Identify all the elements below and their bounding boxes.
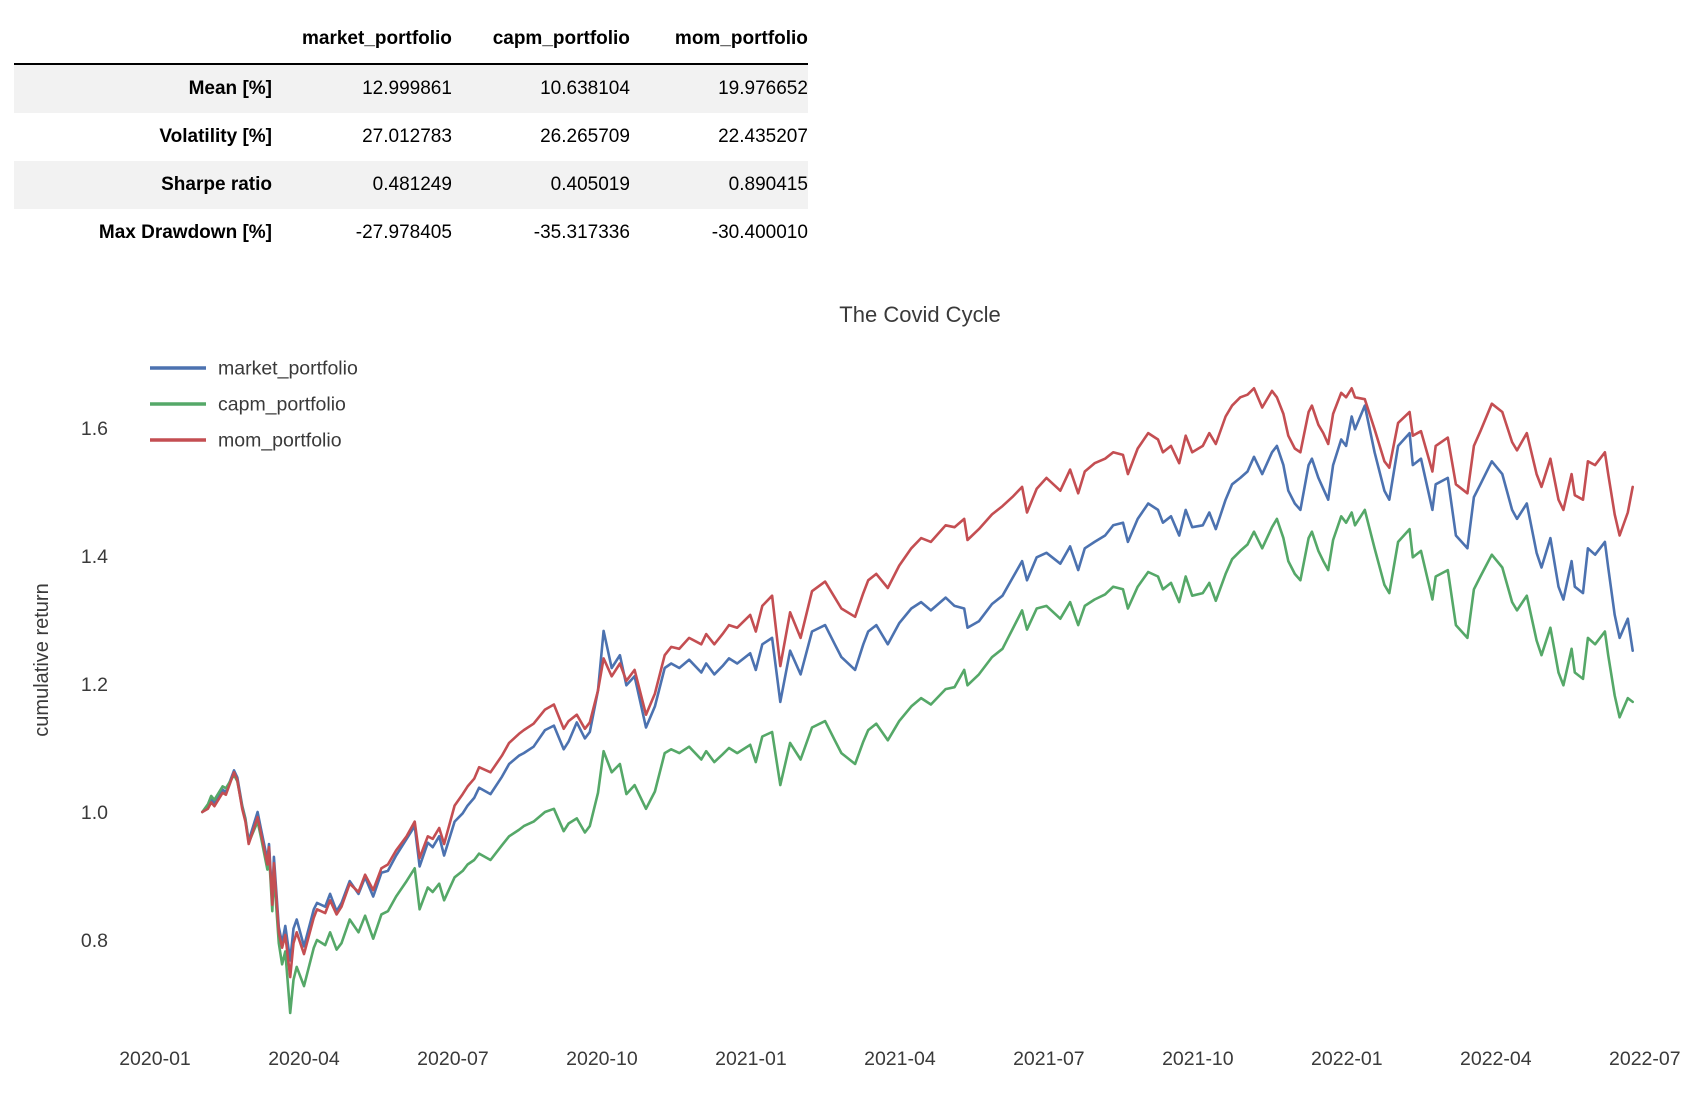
stats-table-header: market_portfolio capm_portfolio mom_portfo… bbox=[14, 16, 808, 65]
stats-row: Mean [%] 12.999861 10.638104 19.976652 bbox=[14, 64, 808, 113]
x-tick-label: 2022-07 bbox=[1609, 1048, 1681, 1070]
stats-corner-cell bbox=[14, 16, 272, 65]
y-axis-tick-labels: 1.6 1.4 1.2 1.0 0.8 bbox=[81, 418, 108, 952]
row-label: Mean [%] bbox=[188, 78, 272, 99]
stat-value: 27.012783 bbox=[362, 126, 452, 147]
x-tick-label: 2020-07 bbox=[417, 1048, 489, 1070]
stat-value: -27.978405 bbox=[355, 222, 452, 243]
stats-row: Sharpe ratio 0.481249 0.405019 0.890415 bbox=[14, 161, 808, 209]
column-header: mom_portfolio bbox=[629, 16, 808, 65]
x-tick-label: 2021-07 bbox=[1013, 1048, 1085, 1070]
x-tick-label: 2022-01 bbox=[1311, 1048, 1383, 1070]
x-tick-label: 2021-10 bbox=[1162, 1048, 1234, 1070]
y-tick-label: 1.2 bbox=[81, 674, 108, 696]
x-tick-label: 2020-01 bbox=[119, 1048, 191, 1070]
column-header: market_portfolio bbox=[272, 16, 452, 65]
x-tick-label: 2020-04 bbox=[268, 1048, 340, 1070]
stat-value: 10.638104 bbox=[540, 78, 630, 99]
series-line-mom_portfolio bbox=[201, 386, 1634, 979]
y-tick-label: 1.4 bbox=[81, 546, 108, 568]
stat-value: -35.317336 bbox=[533, 222, 630, 243]
stats-table-body: Mean [%] 12.999861 10.638104 19.976652 Volat… bbox=[14, 64, 808, 257]
column-header: capm_portfolio bbox=[451, 16, 630, 65]
x-tick-label: 2022-04 bbox=[1460, 1048, 1532, 1070]
legend-label-market_portfolio: market_portfolio bbox=[218, 358, 358, 380]
x-tick-label: 2021-01 bbox=[715, 1048, 787, 1070]
stat-value: 0.890415 bbox=[728, 174, 808, 195]
chart-title: The Covid Cycle bbox=[839, 302, 1000, 327]
stat-value: 0.405019 bbox=[550, 174, 630, 195]
x-tick-label: 2020-10 bbox=[566, 1048, 638, 1070]
series-lines bbox=[201, 386, 1634, 1015]
row-label: Max Drawdown [%] bbox=[98, 222, 272, 243]
chart-legend: market_portfolio capm_portfolio mom_portfo… bbox=[150, 358, 358, 452]
y-axis-label: cumulative return bbox=[31, 583, 53, 736]
stats-row: Volatility [%] 27.012783 26.265709 22.43520… bbox=[14, 113, 808, 161]
stat-value: 22.435207 bbox=[718, 126, 808, 147]
row-label: Volatility [%] bbox=[159, 126, 272, 147]
legend-label-capm_portfolio: capm_portfolio bbox=[218, 394, 346, 416]
y-tick-label: 1.0 bbox=[81, 802, 108, 824]
portfolio-stats-table: market_portfolio capm_portfolio mom_portfo… bbox=[14, 16, 808, 257]
portfolio-stats-table-wrap: market_portfolio capm_portfolio mom_portfo… bbox=[14, 16, 808, 257]
y-tick-label: 0.8 bbox=[81, 930, 108, 952]
stats-row: Max Drawdown [%] -27.978405 -35.317336 -30.… bbox=[14, 209, 808, 257]
y-tick-label: 1.6 bbox=[81, 418, 108, 440]
stat-value: 12.999861 bbox=[362, 78, 452, 99]
row-label: Sharpe ratio bbox=[161, 174, 272, 195]
x-axis-tick-labels: 2020-01 2020-04 2020-07 2020-10 2021-01 2021-… bbox=[119, 1048, 1680, 1070]
stat-value: 19.976652 bbox=[718, 78, 808, 99]
series-line-capm_portfolio bbox=[201, 508, 1634, 1015]
stat-value: 26.265709 bbox=[540, 126, 630, 147]
stat-value: -30.400010 bbox=[711, 222, 808, 243]
legend-label-mom_portfolio: mom_portfolio bbox=[218, 430, 342, 452]
stats-header-row: market_portfolio capm_portfolio mom_portfo… bbox=[14, 16, 808, 65]
x-tick-label: 2021-04 bbox=[864, 1048, 936, 1070]
covid-cycle-chart: The Covid Cycle cumulative return 1.6 1.4… bbox=[31, 302, 1681, 1070]
stat-value: 0.481249 bbox=[372, 174, 452, 195]
